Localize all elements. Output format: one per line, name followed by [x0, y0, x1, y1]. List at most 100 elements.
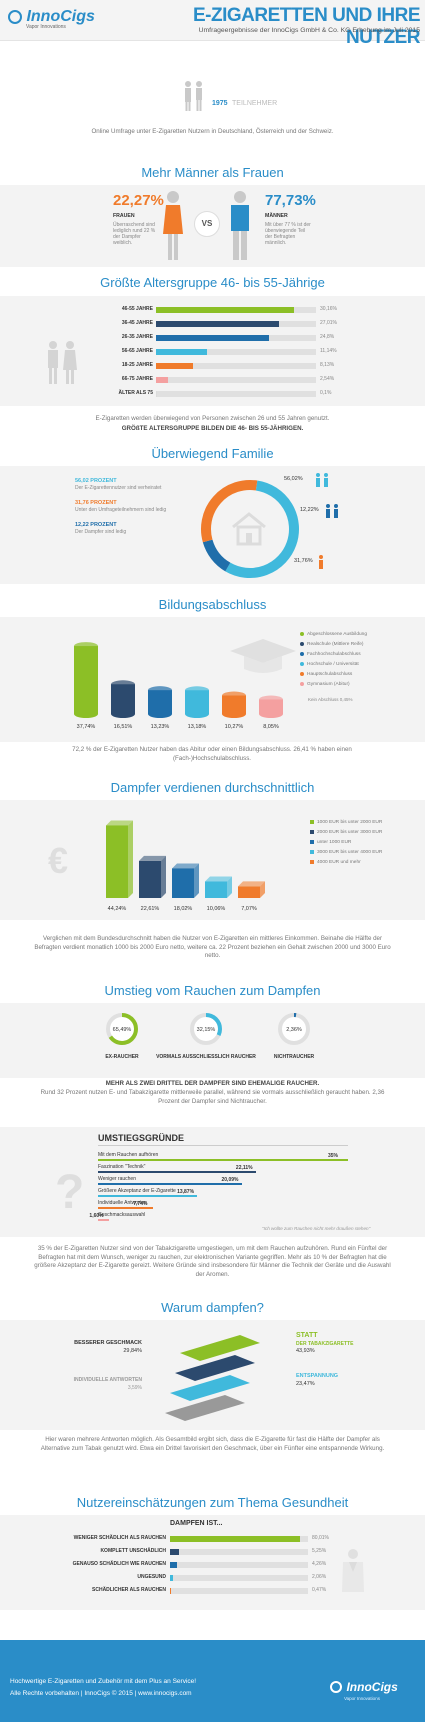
- legend-square-icon: [310, 829, 314, 834]
- why-item-2-value: 43,93%: [296, 1348, 315, 1354]
- edu-bar-1: [111, 684, 135, 714]
- vs-label: VS: [201, 219, 213, 228]
- legend-dot-icon: [300, 641, 304, 646]
- page-title: E-ZIGARETTEN UND IHRE NUTZER: [193, 5, 421, 48]
- couple-icon: [185, 81, 202, 111]
- family-item-2-pct: 12,22 PROZENT: [75, 522, 117, 528]
- income-bar-top-1: [139, 855, 166, 861]
- edu-legend-item-3: Hochschule / Universität: [300, 660, 367, 670]
- edu-legend-item-0: Abgeschlossene Ausbildung: [300, 630, 367, 640]
- edu-bar-top-0: [74, 642, 98, 651]
- legend-square-icon: [310, 839, 314, 844]
- bar-fill-2: [156, 335, 270, 341]
- legend-label: 2000 EUR bis unter 3000 EUR: [317, 830, 383, 835]
- donut-label-married: 56,02%: [284, 476, 303, 482]
- income-title: Dampfer verdienen durchschnittlich: [110, 780, 315, 795]
- footer-logo[interactable]: InnoCigs Vapor Innovations: [330, 1678, 398, 1701]
- bar-label-5: 66-75 JAHRE: [121, 376, 153, 382]
- family-item-2-desc: Der Dampfer sind ledig: [75, 529, 127, 535]
- edu-bar-0: [74, 646, 98, 714]
- reason-value-3: 13,87%: [177, 1189, 195, 1195]
- income-bar-1: [139, 860, 161, 898]
- footer-logo-icon: [330, 1680, 342, 1693]
- logo-text: InnoCigs: [26, 8, 95, 25]
- reason-value-4: 7,74%: [133, 1201, 148, 1207]
- graduation-cap-icon: [230, 639, 296, 673]
- income-bar-top-2: [172, 863, 199, 869]
- legend-dot-icon: [300, 651, 304, 656]
- family-item-0-desc: Der E-Zigarettennutzer sind verheiratet: [75, 485, 162, 491]
- bar-label-3: 56-65 JAHRE: [121, 348, 153, 354]
- footer-logo-tagline: Vapor Innovations: [344, 1696, 380, 1701]
- income-bar-3: [205, 881, 227, 898]
- reason-value-2: 20,09%: [221, 1177, 239, 1183]
- gender-title: Mehr Männer als Frauen: [141, 165, 284, 180]
- why-item-0-label: BESSERER GESCHMACK: [74, 1340, 142, 1346]
- bar-track-5: [156, 377, 316, 383]
- bar-fill-1: [170, 1549, 179, 1555]
- bar-fill-4: [170, 1588, 171, 1594]
- bar-label-4: SCHÄDLICHER ALS RAUCHEN: [92, 1587, 166, 1593]
- family-title: Überwiegend Familie: [151, 446, 274, 461]
- income-text: Verglichen mit dem Bundesdurchschnitt ha…: [34, 935, 391, 959]
- bar-value-4: 8,13%: [320, 362, 335, 368]
- bar-label-4: 18-25 JAHRE: [121, 362, 153, 368]
- legend-label: Realschule (Mittlere Reife): [307, 642, 364, 647]
- edu-legend-item-1: Realschule (Mittlere Reife): [300, 640, 367, 650]
- home-icon: [232, 512, 266, 546]
- edu-bar-top-5: [259, 695, 283, 704]
- age-chart: 46-55 JAHRE 30,16% 36-45 JAHRE 27,01% 26-35 …: [0, 300, 425, 405]
- bar-label-2: 26-35 JAHRE: [121, 334, 153, 340]
- bar-label-3: UNGESUND: [137, 1574, 166, 1580]
- single-orange-icon: [319, 555, 323, 569]
- income-legend-item-3: 3000 EUR bis unter 4000 EUR: [310, 848, 382, 858]
- legend-label: 4000 EUR und mehr: [317, 860, 361, 865]
- edu-bar-base-1: [111, 710, 135, 718]
- ring-label-2: NICHTRAUCHER: [273, 1054, 315, 1060]
- bar-fill-0: [170, 1536, 300, 1542]
- ring-fill-0: [106, 1013, 138, 1045]
- bar-value-1: 27,01%: [320, 320, 337, 326]
- reason-value-0: 35%: [328, 1153, 339, 1159]
- income-bar-4: [238, 886, 260, 898]
- legend-label: Fachhochschulabschluss: [307, 652, 361, 657]
- header-logo[interactable]: InnoCigs Vapor Innovations: [8, 8, 95, 30]
- footer-line-2[interactable]: Alle Rechte vorbehalten | InnoCigs © 201…: [10, 1690, 192, 1697]
- income-bar-side-2: [194, 863, 199, 898]
- legend-label: Gymnasium (Abitur): [307, 682, 350, 687]
- bar-track-4: [170, 1588, 308, 1594]
- intro-section: 1975 TEILNEHMER Online Umfrage unter E-Z…: [0, 70, 425, 150]
- bar-value-2: 4,26%: [312, 1561, 327, 1567]
- ring-value-0: 65,49%: [113, 1027, 132, 1033]
- bar-value-0: 30,16%: [320, 306, 337, 312]
- edu-legend-item-2: Fachhochschulabschluss: [300, 650, 367, 660]
- income-legend-item-0: 1000 EUR bis unter 2000 EUR: [310, 818, 382, 828]
- vs-badge: VS: [194, 211, 220, 237]
- switch-text-1: MEHR ALS ZWEI DRITTEL DER DAMPFER SIND E…: [105, 1080, 320, 1087]
- legend-label: unter 1000 EUR: [317, 840, 352, 845]
- bar-label-0: WENIGER SCHÄDLICH ALS RAUCHEN: [73, 1535, 166, 1541]
- participants-label: TEILNEHMER: [232, 100, 278, 107]
- donut-slice-1: [202, 539, 231, 572]
- donut-slice-2: [201, 480, 258, 543]
- family-icon: [48, 341, 77, 384]
- bar-fill-0: [156, 307, 294, 313]
- why-item-1-value: 3,59%: [127, 1385, 142, 1391]
- age-title: Größte Altersgruppe 46- bis 55-Jährige: [100, 275, 325, 290]
- income-band: [0, 800, 425, 920]
- edu-value-2: 13,23%: [151, 724, 170, 730]
- edu-bar-3: [185, 690, 209, 714]
- income-bar-side-3: [227, 876, 232, 898]
- footer-logo-text: InnoCigs: [346, 1679, 398, 1694]
- edu-bar-top-3: [185, 686, 209, 695]
- why-text: Hier waren mehrere Antworten möglich. Al…: [40, 1436, 385, 1452]
- reasons-title: UMSTIEGSGRÜNDE: [98, 1133, 185, 1143]
- bar-value-3: 11,14%: [320, 348, 337, 354]
- bar-label-0: 46-55 JAHRE: [121, 306, 153, 312]
- edu-bar-2: [148, 690, 172, 714]
- legend-label: Hauptschulabschluss: [307, 672, 353, 677]
- health-subtitle: DAMPFEN IST...: [170, 1520, 223, 1527]
- education-legend: Abgeschlossene Ausbildung Realschule (Mit…: [300, 630, 367, 690]
- footer-line-1: Hochwertige E-Zigaretten und Zubehör mit…: [10, 1678, 197, 1685]
- edu-bar-base-0: [74, 710, 98, 718]
